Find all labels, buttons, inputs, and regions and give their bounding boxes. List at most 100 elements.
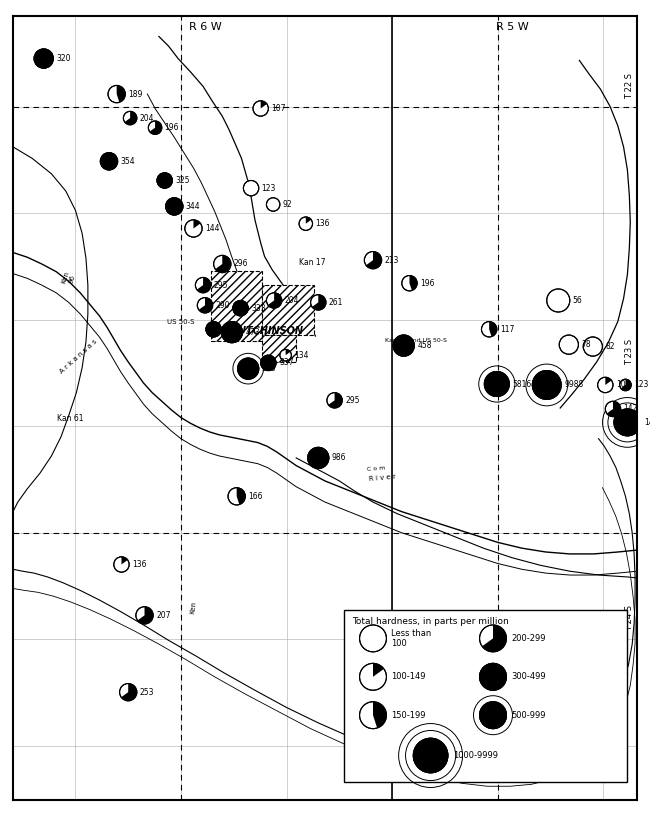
Circle shape xyxy=(359,663,387,690)
Text: Kan 96 and US 50-S: Kan 96 and US 50-S xyxy=(385,339,447,344)
Circle shape xyxy=(157,173,172,188)
Text: 296: 296 xyxy=(234,259,248,268)
Wedge shape xyxy=(150,121,162,135)
Circle shape xyxy=(413,738,448,773)
Circle shape xyxy=(196,277,211,293)
Circle shape xyxy=(359,702,387,729)
Circle shape xyxy=(480,702,506,729)
Circle shape xyxy=(185,220,202,237)
Circle shape xyxy=(108,86,125,103)
Text: 107: 107 xyxy=(271,104,286,113)
Wedge shape xyxy=(194,220,200,228)
Text: R 5 W: R 5 W xyxy=(496,22,528,32)
Text: Kan 61: Kan 61 xyxy=(57,414,84,423)
Text: 196: 196 xyxy=(420,279,435,288)
Text: 196: 196 xyxy=(164,123,179,132)
Text: 253: 253 xyxy=(140,688,154,697)
Text: 290: 290 xyxy=(216,301,230,310)
Circle shape xyxy=(532,370,561,399)
Wedge shape xyxy=(621,379,631,391)
Circle shape xyxy=(221,322,242,343)
Text: R i v e r: R i v e r xyxy=(369,474,396,482)
Text: 986: 986 xyxy=(332,454,346,463)
Circle shape xyxy=(480,663,506,690)
Circle shape xyxy=(238,358,259,379)
Wedge shape xyxy=(237,488,245,504)
Circle shape xyxy=(307,447,329,468)
Wedge shape xyxy=(138,607,153,624)
Circle shape xyxy=(365,251,382,268)
Wedge shape xyxy=(306,217,311,224)
Text: 5816: 5816 xyxy=(512,379,532,388)
Circle shape xyxy=(307,447,329,468)
Circle shape xyxy=(206,322,221,337)
Circle shape xyxy=(114,557,129,572)
Circle shape xyxy=(198,298,213,313)
Text: 326: 326 xyxy=(224,325,239,334)
Circle shape xyxy=(124,111,137,125)
Bar xyxy=(262,335,296,362)
Circle shape xyxy=(402,276,417,290)
Circle shape xyxy=(393,335,414,356)
Text: 136: 136 xyxy=(132,560,146,569)
Text: Ken
96: Ken 96 xyxy=(60,270,77,286)
Circle shape xyxy=(583,337,603,356)
Circle shape xyxy=(619,379,631,391)
Wedge shape xyxy=(117,86,125,102)
Circle shape xyxy=(228,488,245,505)
Text: 92: 92 xyxy=(283,200,292,209)
Text: 337: 337 xyxy=(279,358,294,367)
Circle shape xyxy=(614,409,641,436)
Circle shape xyxy=(233,300,248,316)
Circle shape xyxy=(480,702,506,729)
Text: 207: 207 xyxy=(156,611,170,620)
Text: T 23 S: T 23 S xyxy=(625,339,634,366)
Circle shape xyxy=(34,49,53,69)
Text: 123: 123 xyxy=(634,380,649,389)
Text: 150-199: 150-199 xyxy=(391,711,426,720)
Text: 213: 213 xyxy=(385,255,399,264)
Circle shape xyxy=(233,300,248,316)
Wedge shape xyxy=(410,276,417,290)
Wedge shape xyxy=(285,349,291,355)
Text: R 6 W: R 6 W xyxy=(188,22,222,32)
Text: 144: 144 xyxy=(205,224,220,233)
Text: 102: 102 xyxy=(616,380,630,389)
Text: C o m: C o m xyxy=(367,465,385,472)
Wedge shape xyxy=(366,251,382,268)
Text: 56: 56 xyxy=(573,296,582,305)
Circle shape xyxy=(157,173,172,188)
Wedge shape xyxy=(328,392,343,408)
Text: 200-299: 200-299 xyxy=(512,634,546,643)
Circle shape xyxy=(280,349,291,361)
Wedge shape xyxy=(197,277,211,293)
Text: 593: 593 xyxy=(262,364,276,373)
Text: Total hardness, in parts per million: Total hardness, in parts per million xyxy=(352,617,509,627)
Circle shape xyxy=(136,607,153,624)
Text: US 50-S: US 50-S xyxy=(167,318,195,325)
Text: 344: 344 xyxy=(186,202,200,211)
Circle shape xyxy=(484,371,510,397)
Text: 261: 261 xyxy=(329,298,343,307)
Text: Less than
100: Less than 100 xyxy=(391,628,432,648)
Text: 117: 117 xyxy=(500,325,514,334)
Text: HUTCHINSON: HUTCHINSON xyxy=(231,326,304,336)
Circle shape xyxy=(34,49,53,69)
Circle shape xyxy=(480,663,506,690)
Circle shape xyxy=(614,409,641,436)
Bar xyxy=(344,610,627,783)
Circle shape xyxy=(480,625,506,652)
Circle shape xyxy=(597,377,613,392)
Circle shape xyxy=(100,153,118,170)
Text: 458: 458 xyxy=(417,341,432,350)
Circle shape xyxy=(413,738,448,773)
Text: 82: 82 xyxy=(605,342,615,351)
Text: T 24 S: T 24 S xyxy=(625,605,634,632)
Wedge shape xyxy=(215,255,231,273)
Wedge shape xyxy=(122,557,127,565)
Circle shape xyxy=(393,335,414,356)
Text: 333: 333 xyxy=(251,304,266,313)
Wedge shape xyxy=(489,322,497,336)
Circle shape xyxy=(359,625,387,652)
Circle shape xyxy=(100,153,118,170)
